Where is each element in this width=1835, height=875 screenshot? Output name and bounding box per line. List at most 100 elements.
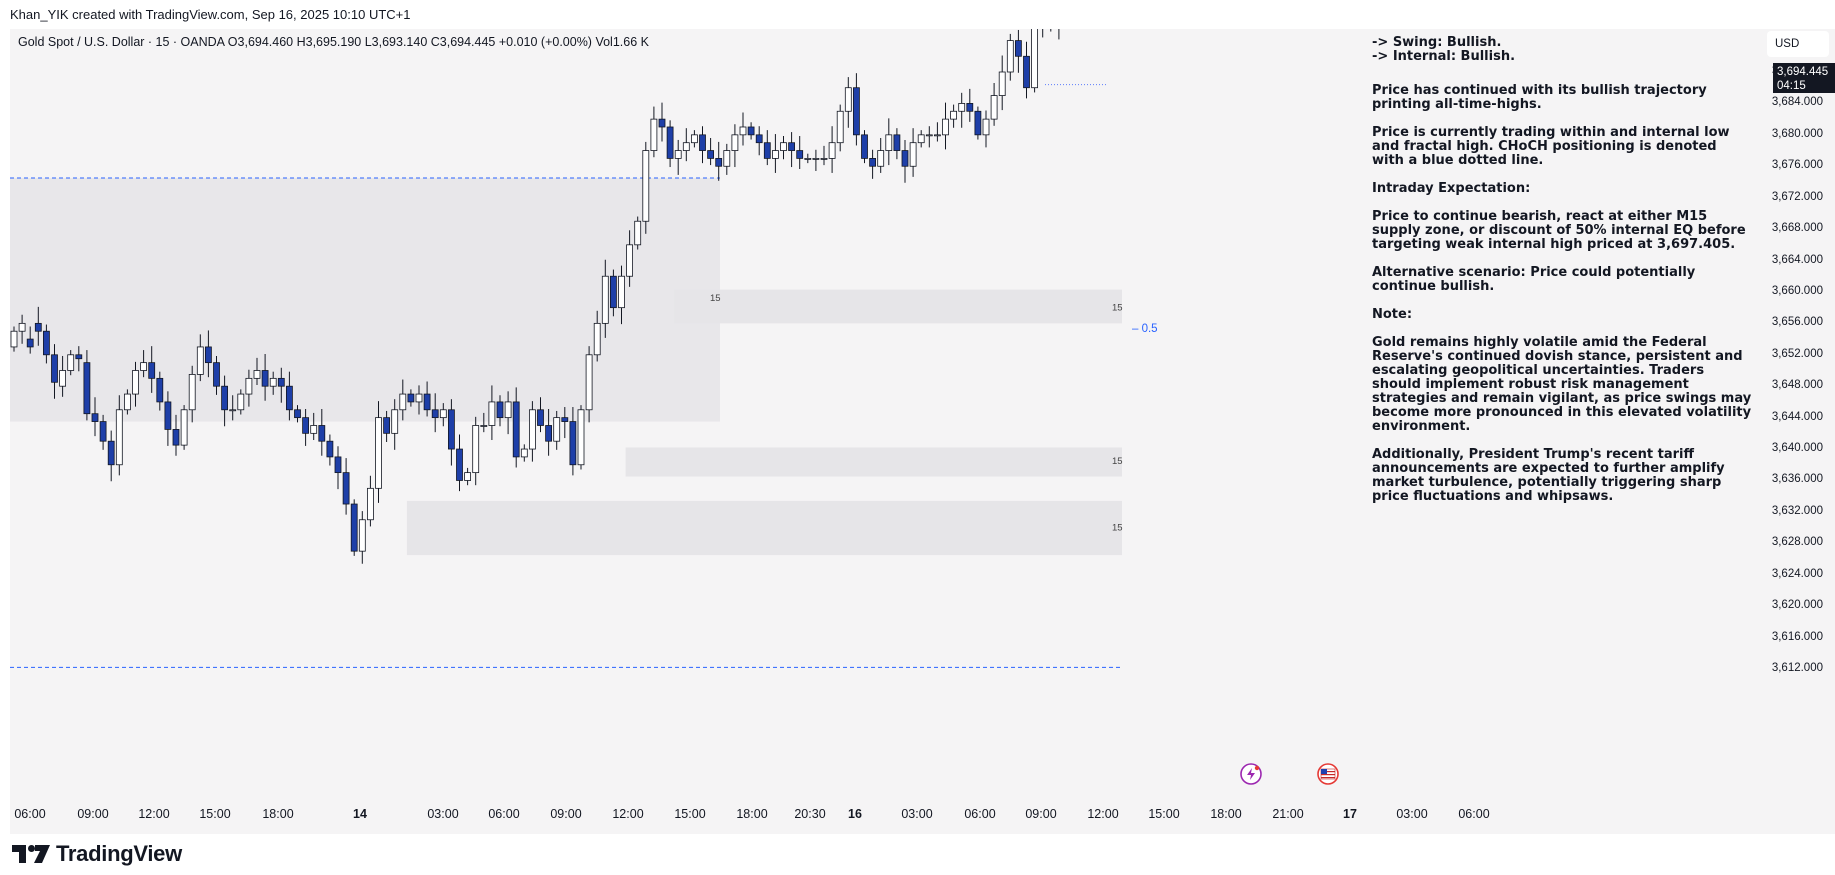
candlestick-chart[interactable]: 15 15 15 15 – 0.5 (10, 5, 1755, 789)
candle[interactable] (739, 112, 747, 146)
candle[interactable] (861, 130, 868, 164)
candle[interactable] (901, 139, 909, 183)
candle[interactable] (666, 120, 674, 168)
candle[interactable] (237, 389, 245, 415)
candle[interactable] (512, 387, 520, 468)
candle[interactable] (642, 141, 650, 234)
candle[interactable] (140, 350, 148, 378)
candle[interactable] (958, 92, 966, 128)
candle[interactable] (366, 475, 374, 527)
candle[interactable] (909, 128, 917, 177)
candle[interactable] (423, 381, 431, 417)
candle[interactable] (788, 132, 795, 168)
candle[interactable] (869, 149, 876, 179)
candle[interactable] (253, 357, 261, 386)
candle[interactable] (75, 346, 83, 372)
candle[interactable] (990, 82, 998, 126)
candle[interactable] (1023, 41, 1030, 99)
candle[interactable] (148, 346, 156, 393)
candle[interactable] (966, 88, 974, 122)
candle[interactable] (772, 134, 779, 173)
candle[interactable] (504, 391, 512, 435)
candle[interactable] (634, 216, 642, 250)
candle[interactable] (124, 389, 131, 415)
candle[interactable] (699, 126, 706, 164)
candle[interactable] (245, 369, 253, 407)
candle[interactable] (796, 136, 804, 170)
candle[interactable] (715, 141, 723, 181)
candle[interactable] (942, 102, 949, 150)
us-flag-event-icon[interactable] (1317, 763, 1339, 785)
candle[interactable] (763, 130, 771, 166)
candle[interactable] (1015, 29, 1022, 73)
candle[interactable] (164, 391, 172, 446)
candle[interactable] (91, 397, 99, 437)
candle[interactable] (99, 414, 107, 450)
candle[interactable] (974, 106, 982, 140)
candle[interactable] (1006, 33, 1014, 81)
candle[interactable] (350, 499, 358, 556)
candle[interactable] (180, 405, 188, 450)
candle[interactable] (998, 55, 1006, 111)
candle[interactable] (59, 355, 66, 397)
candle[interactable] (285, 371, 293, 421)
candle[interactable] (326, 434, 334, 466)
candle[interactable] (828, 126, 836, 173)
candle[interactable] (488, 385, 496, 441)
candle[interactable] (1039, 16, 1047, 38)
candle[interactable] (707, 137, 714, 166)
candle[interactable] (204, 330, 212, 378)
candle[interactable] (43, 324, 50, 364)
candle[interactable] (529, 401, 536, 462)
candle[interactable] (618, 265, 625, 325)
candle[interactable] (383, 410, 391, 442)
candle[interactable] (537, 397, 544, 433)
candle[interactable] (593, 310, 601, 362)
candle[interactable] (310, 412, 318, 441)
candle[interactable] (1047, 12, 1055, 32)
candle[interactable] (415, 385, 423, 415)
candle[interactable] (569, 407, 577, 476)
candle[interactable] (496, 395, 504, 427)
candle[interactable] (221, 375, 229, 427)
candle[interactable] (917, 130, 925, 148)
candle[interactable] (780, 136, 787, 160)
candle[interactable] (545, 408, 552, 456)
candle[interactable] (464, 467, 472, 486)
candle[interactable] (836, 104, 844, 152)
candle[interactable] (950, 104, 957, 128)
candle[interactable] (691, 130, 698, 148)
candle[interactable] (358, 511, 366, 564)
candle[interactable] (610, 269, 617, 317)
candle[interactable] (277, 367, 285, 403)
candle[interactable] (731, 124, 739, 168)
time-axis[interactable]: 06:00 09:00 12:00 15:00 18:00 14 03:00 06:00 09:… (10, 789, 1755, 834)
candle[interactable] (439, 403, 447, 427)
candle[interactable] (561, 407, 569, 439)
candle[interactable] (658, 102, 666, 142)
candle[interactable] (229, 395, 237, 421)
candle[interactable] (407, 389, 415, 407)
candle[interactable] (51, 344, 58, 399)
candle[interactable] (83, 350, 91, 421)
chart-pane[interactable]: 15 15 15 15 – 0.5 Gold Spot / U.S. Dollar · … (10, 5, 1755, 789)
candle[interactable] (334, 446, 342, 490)
candle[interactable] (472, 416, 480, 486)
candle[interactable] (261, 354, 269, 401)
candle[interactable] (1055, 5, 1063, 40)
candle[interactable] (391, 399, 399, 450)
candle[interactable] (877, 137, 885, 173)
tradingview-logo[interactable]: TradingView (12, 834, 182, 874)
candle[interactable] (196, 334, 204, 382)
candle[interactable] (520, 444, 528, 462)
candle[interactable] (375, 401, 382, 503)
candle[interactable] (115, 395, 123, 476)
candle[interactable] (34, 306, 42, 346)
candle[interactable] (585, 346, 593, 423)
lightning-event-icon[interactable] (1240, 763, 1262, 785)
candle[interactable] (885, 118, 893, 166)
candle[interactable] (172, 414, 180, 456)
candle[interactable] (844, 77, 852, 128)
candle[interactable] (480, 412, 488, 433)
candle[interactable] (601, 259, 609, 338)
